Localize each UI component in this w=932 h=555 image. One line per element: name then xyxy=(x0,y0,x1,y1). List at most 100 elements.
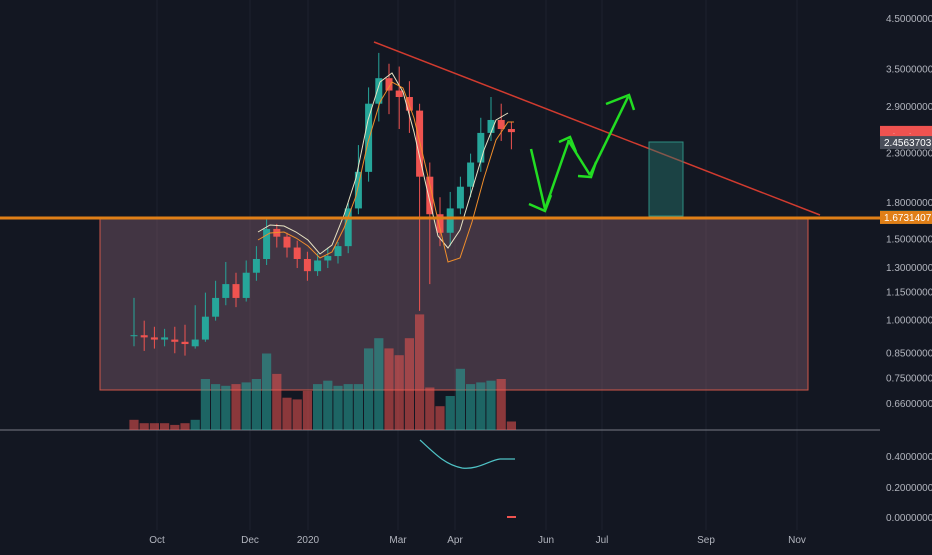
indicator-line xyxy=(419,439,515,469)
candle[interactable] xyxy=(456,176,464,215)
time-axis-label: Nov xyxy=(788,535,806,546)
ema-fast-line xyxy=(257,72,509,255)
volume-bar xyxy=(262,353,272,430)
candle[interactable] xyxy=(222,261,230,306)
volume-bar xyxy=(364,348,374,430)
volume-bar xyxy=(476,382,486,430)
time-axis-label: Mar xyxy=(389,535,407,546)
candle[interactable] xyxy=(263,216,271,265)
candle[interactable] xyxy=(354,145,362,215)
candle[interactable] xyxy=(395,66,403,130)
volume-bar xyxy=(211,384,221,430)
price-axis-label: 3.5000000 xyxy=(886,64,932,75)
projection-arrow-up-1 xyxy=(543,139,571,210)
projection-arrow-down-2 xyxy=(566,139,592,176)
candle[interactable] xyxy=(171,326,179,354)
candle[interactable] xyxy=(477,117,485,172)
candle[interactable] xyxy=(467,153,475,198)
volume-bar xyxy=(129,419,139,430)
candle[interactable] xyxy=(416,103,424,311)
candle[interactable] xyxy=(303,251,311,281)
candle[interactable] xyxy=(150,326,158,349)
price-axis-label: 0.8500000 xyxy=(886,348,932,359)
volume-bar xyxy=(455,368,465,430)
time-axis-label: Oct xyxy=(149,535,165,546)
volume-bar xyxy=(506,421,516,430)
indicator-axis-labels: 0.4000000 0.2000000 0.0000000 xyxy=(886,452,932,524)
candle[interactable] xyxy=(191,305,199,349)
candle[interactable] xyxy=(242,260,250,302)
candle[interactable] xyxy=(314,253,322,276)
candle[interactable] xyxy=(140,320,148,351)
candle[interactable] xyxy=(181,324,189,356)
candle[interactable] xyxy=(385,63,393,115)
price-tag-label: 1.6731407 xyxy=(884,213,932,224)
volume-bar xyxy=(333,385,343,430)
volume-bar xyxy=(466,384,476,430)
volume-bar xyxy=(486,380,496,430)
projection-box[interactable] xyxy=(648,141,684,217)
volume-bar xyxy=(170,424,180,430)
candle[interactable] xyxy=(252,246,260,281)
candle[interactable] xyxy=(324,247,332,269)
price-axis-label: 1.3000000 xyxy=(886,263,932,274)
time-axis-labels: Oct Dec 2020 Mar Apr Jun Jul Sep Nov xyxy=(149,535,806,546)
volume-bar xyxy=(415,314,425,430)
volume-bar xyxy=(313,384,323,430)
volume-bar xyxy=(149,423,159,430)
price-axis-label: 0.6600000 xyxy=(886,399,932,410)
time-axis-label: Dec xyxy=(241,535,259,546)
candle[interactable] xyxy=(161,328,169,347)
candle[interactable] xyxy=(405,81,413,133)
volume-bar xyxy=(272,373,282,430)
price-axis[interactable] xyxy=(880,0,932,550)
volume-bar xyxy=(445,396,455,430)
price-tags: 2.55663002.51860775d 14h2.45637042.45637… xyxy=(880,125,932,224)
time-axis-label: 2020 xyxy=(297,535,320,546)
candle[interactable] xyxy=(334,242,342,264)
volume-bar xyxy=(343,384,353,430)
volume-bar xyxy=(394,355,404,430)
volume-bar xyxy=(200,379,210,430)
volume-bar xyxy=(139,423,149,430)
candle[interactable] xyxy=(201,292,209,342)
support-zone[interactable] xyxy=(99,218,809,391)
time-axis-label: Jul xyxy=(596,535,609,546)
candle[interactable] xyxy=(507,121,515,150)
volume-bar xyxy=(160,423,170,430)
price-axis-label: 4.5000000 xyxy=(886,14,932,25)
candle[interactable] xyxy=(344,202,352,254)
volume-bar xyxy=(231,384,241,430)
candle[interactable] xyxy=(365,87,373,182)
price-axis-label: 1.1500000 xyxy=(886,288,932,299)
volume-bar xyxy=(180,423,190,430)
candle[interactable] xyxy=(212,280,220,321)
candles xyxy=(130,52,515,356)
volume-bar xyxy=(384,348,394,430)
candle[interactable] xyxy=(232,272,240,308)
candle[interactable] xyxy=(130,297,138,347)
ema-slow-line xyxy=(257,81,514,263)
volume-bar xyxy=(435,406,445,430)
price-tag: 1.6731407 xyxy=(880,210,932,224)
candle[interactable] xyxy=(497,103,505,141)
projection-arrowhead-up-2 xyxy=(605,93,636,111)
volume-bar xyxy=(425,387,435,430)
price-axis-label: 0.7500000 xyxy=(886,373,932,384)
volume-bar xyxy=(302,390,312,430)
candle[interactable] xyxy=(293,240,301,269)
volume-bar xyxy=(221,385,231,430)
volume-bar xyxy=(323,380,333,430)
price-axis-label: 1.0000000 xyxy=(886,316,932,327)
volume-bars xyxy=(129,314,516,430)
projection-arrow-down-1 xyxy=(529,148,547,210)
descending-trendline[interactable] xyxy=(373,41,821,216)
time-axis-label: Sep xyxy=(697,535,715,546)
indicator-axis-label: 0.4000000 xyxy=(886,452,932,463)
projection-arrowhead-up-1 xyxy=(558,135,578,153)
price-axis-label: 2.9000000 xyxy=(886,102,932,113)
projection-arrow-up-2 xyxy=(588,96,630,176)
candle[interactable] xyxy=(283,232,291,258)
